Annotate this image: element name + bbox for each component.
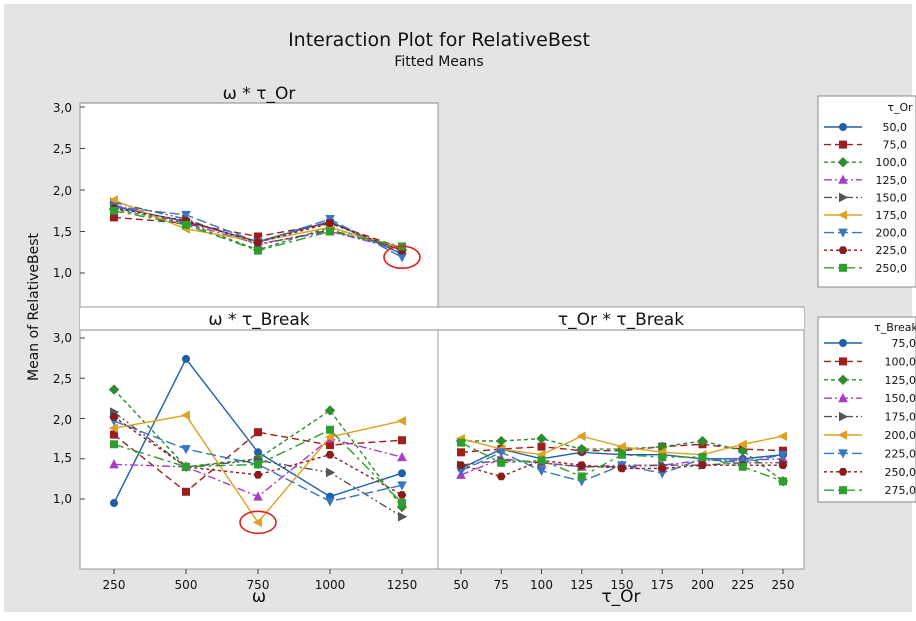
data-point — [182, 221, 190, 229]
legend-label: 75,0 — [892, 337, 916, 350]
data-point — [779, 477, 787, 485]
legend-marker — [839, 357, 847, 365]
x-tick-label: 50 — [453, 578, 468, 592]
data-point — [398, 469, 406, 477]
panel-frame-omega-tau-or — [80, 103, 438, 307]
data-point — [326, 426, 334, 434]
legend-marker — [839, 264, 847, 272]
data-point — [182, 488, 190, 496]
panel-title-omega-tau-or: ω * τ_Or — [223, 84, 296, 104]
ytick-label: 1,0 — [53, 492, 72, 506]
legend-label: 75,0 — [883, 139, 908, 152]
data-point — [110, 499, 118, 507]
ytick-label: 1,0 — [53, 266, 72, 280]
data-point — [398, 436, 406, 444]
legend-label: 100,0 — [885, 355, 916, 368]
legend-title-tau-break: τ_Break — [874, 321, 916, 334]
ytick-label: 2,0 — [53, 184, 72, 198]
panel-title-omega-tau-break: ω * τ_Break — [208, 310, 309, 330]
ytick-label: 3,0 — [53, 331, 72, 345]
x-tick-label: 1250 — [387, 578, 418, 592]
x-tick-label: 175 — [651, 578, 674, 592]
legend-label: 225,0 — [885, 447, 916, 460]
ytick-label: 1,5 — [53, 225, 72, 239]
panel-frame-omega-tau-break — [80, 307, 438, 569]
chart-subtitle: Fitted Means — [394, 54, 483, 70]
x-tick-label: 500 — [175, 578, 198, 592]
legend-label: 250,0 — [876, 262, 908, 275]
x-tick-label: 225 — [731, 578, 754, 592]
ytick-label: 2,5 — [53, 372, 72, 386]
y-axis-label: Mean of RelativeBest — [26, 232, 42, 381]
legend-label: 125,0 — [885, 374, 916, 387]
legend-label: 125,0 — [876, 174, 908, 187]
legend-label: 200,0 — [885, 429, 916, 442]
data-point — [182, 355, 190, 363]
x-tick-label: 750 — [247, 578, 270, 592]
data-point — [254, 247, 262, 255]
data-point — [739, 463, 747, 471]
legend-title-tau-or: τ_Or — [887, 101, 913, 114]
x-tick-label: 250 — [103, 578, 126, 592]
legend-label: 50,0 — [883, 121, 908, 134]
data-point — [326, 228, 334, 236]
data-point — [457, 448, 465, 456]
x-tick-label: 75 — [494, 578, 509, 592]
data-point — [538, 443, 546, 451]
ytick-label: 2,0 — [53, 413, 72, 427]
x-tick-label: 150 — [611, 578, 634, 592]
x-tick-label: 100 — [530, 578, 553, 592]
data-point — [578, 472, 586, 480]
legend-marker — [839, 141, 847, 149]
data-point — [457, 439, 465, 447]
data-point — [618, 451, 626, 459]
data-point — [699, 453, 707, 461]
ytick-label: 3,0 — [53, 101, 72, 115]
legend-marker — [839, 339, 847, 347]
legend-label: 250,0 — [885, 466, 916, 479]
data-point — [110, 207, 118, 215]
data-point — [398, 499, 406, 507]
chart-title: Interaction Plot for RelativeBest — [288, 29, 590, 51]
legend-label: 175,0 — [876, 209, 908, 222]
panel-title-tau-or-tau-break: τ_Or * τ_Break — [558, 310, 684, 330]
panel-frame-tau-or-tau-break — [438, 307, 804, 569]
legend-label: 150,0 — [876, 191, 908, 204]
legend-marker — [839, 123, 847, 131]
legend-label: 175,0 — [885, 411, 916, 424]
data-point — [254, 428, 262, 436]
legend-label: 200,0 — [876, 227, 908, 240]
data-point — [497, 459, 505, 467]
x-tick-label: 125 — [570, 578, 593, 592]
data-point — [182, 463, 190, 471]
x-tick-label: 1000 — [315, 578, 346, 592]
legend-label: 100,0 — [876, 156, 908, 169]
x-tick-label: 200 — [691, 578, 714, 592]
legend-marker — [839, 486, 847, 494]
data-point — [110, 440, 118, 448]
x-tick-label: 250 — [772, 578, 795, 592]
data-point — [538, 456, 546, 464]
legend-label: 275,0 — [885, 484, 916, 497]
legend-label: 225,0 — [876, 244, 908, 257]
data-point — [254, 460, 262, 468]
legend-label: 150,0 — [885, 392, 916, 405]
data-point — [658, 453, 666, 461]
ytick-label: 1,5 — [53, 451, 72, 465]
ytick-label: 2,5 — [53, 142, 72, 156]
